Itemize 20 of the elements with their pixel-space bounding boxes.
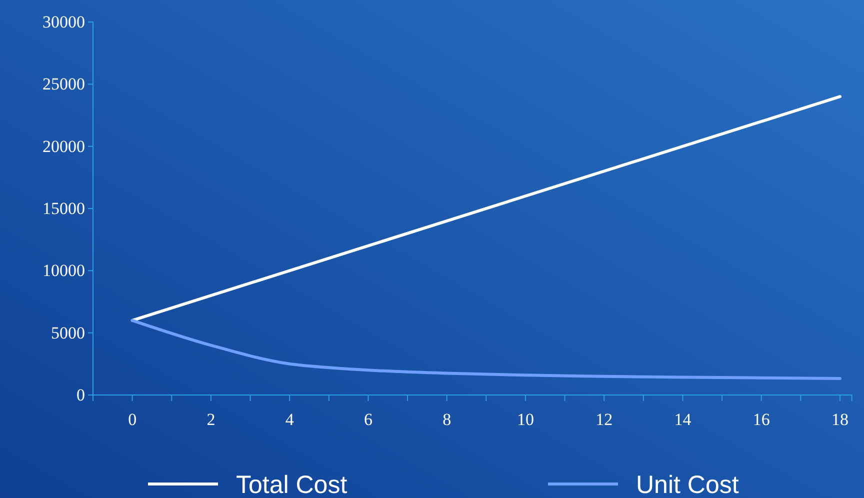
x-tick-label: 0 xyxy=(128,410,137,430)
x-tick-label: 12 xyxy=(596,410,613,430)
legend-label: Total Cost xyxy=(236,471,348,498)
y-tick-label: 25000 xyxy=(42,74,85,94)
y-tick-label: 30000 xyxy=(42,12,85,32)
x-tick-label: 10 xyxy=(516,410,534,430)
x-tick-label: 14 xyxy=(674,410,692,430)
x-tick-label: 6 xyxy=(364,410,372,430)
x-tick-label: 2 xyxy=(206,410,216,430)
y-tick-label: 15000 xyxy=(42,198,85,218)
y-tick-label: 20000 xyxy=(42,136,85,156)
x-tick-label: 18 xyxy=(831,410,848,430)
y-tick-label: 0 xyxy=(76,385,85,404)
y-tick-label: 10000 xyxy=(42,261,85,280)
y-tick-label: 5000 xyxy=(51,323,85,342)
legend-label: Unit Cost xyxy=(636,471,739,498)
x-tick-label: 16 xyxy=(752,410,770,430)
x-tick-label: 8 xyxy=(442,410,452,430)
x-tick-label: 4 xyxy=(285,410,294,430)
line-series xyxy=(130,318,842,380)
